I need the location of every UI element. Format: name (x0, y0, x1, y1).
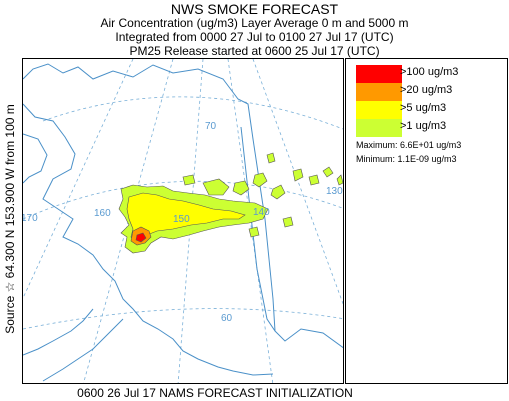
plume-fragment-12 (336, 174, 343, 186)
legend-label: >20 ug/m3 (400, 84, 453, 96)
legend-minimum: Minimum: 1.1E-09 ug/m3 (356, 154, 457, 164)
legend-label: >1 ug/m3 (400, 120, 447, 132)
source-location-label: Source ☆ 64.300 N 153.900 W from 100 m (3, 104, 17, 334)
forecast-initialization: 0600 26 Jul 17 NAMS FORECAST INITIALIZAT… (77, 386, 353, 400)
legend-label: >5 ug/m3 (400, 102, 447, 114)
integration-period: Integrated from 0000 27 Jul to 0100 27 J… (115, 30, 394, 44)
chart-title: NWS SMOKE FORECAST (170, 1, 339, 17)
alaska-coastline (23, 63, 343, 382)
coast-bay (23, 133, 48, 184)
smoke-map: 70 170 160 150 140 130 60 (22, 58, 344, 384)
latitude-line-60 (23, 308, 343, 330)
latitude-line-70 (42, 96, 343, 130)
legend-swatch-lime (356, 119, 402, 137)
legend-swatch-yellow (356, 101, 402, 119)
grid-label-70: 70 (205, 121, 217, 132)
plume-core-5ug (126, 192, 246, 244)
legend-panel: >100 ug/m3 >20 ug/m3 >5 ug/m3 >1 ug/m3 M… (345, 58, 508, 384)
grid-label-140: 140 (253, 207, 270, 218)
map-canvas: 70 170 160 150 140 130 60 (23, 59, 343, 383)
canada-border (240, 126, 276, 332)
grid-label-170: 170 (23, 213, 38, 224)
plume-fragment-1 (202, 178, 230, 196)
grid-label-150: 150 (173, 214, 190, 225)
plume-fragment-6 (308, 174, 320, 186)
plume-fragment-5 (292, 168, 304, 182)
plume-fragment-2 (232, 180, 250, 196)
plume-hotspot-100ug (135, 232, 147, 243)
longitude-line-130 (252, 59, 343, 305)
legend-swatch-orange (356, 83, 402, 101)
legend-maximum: Maximum: 6.6E+01 ug/m3 (356, 140, 462, 150)
release-info: PM25 Release started at 0600 25 Jul 17 (… (129, 44, 380, 58)
plume-fragment-9 (282, 216, 294, 228)
legend-swatch-red (356, 65, 402, 83)
plume-fragment-4 (270, 184, 286, 200)
plume-fragment-11 (182, 174, 196, 186)
plume-fragment-3 (252, 172, 268, 188)
grid-label-160: 160 (94, 208, 111, 219)
plume-fragment-8 (266, 152, 276, 164)
grid-label-130: 130 (326, 186, 343, 197)
longitude-line-170 (23, 59, 134, 300)
plume-fragment-10 (248, 226, 260, 238)
concentration-subtitle: Air Concentration (ug/m3) Layer Average … (100, 16, 409, 30)
legend-label: >100 ug/m3 (400, 66, 459, 78)
smoke-plume (118, 152, 343, 254)
plume-fragment-7 (322, 166, 334, 178)
grid-label-60: 60 (221, 313, 233, 324)
